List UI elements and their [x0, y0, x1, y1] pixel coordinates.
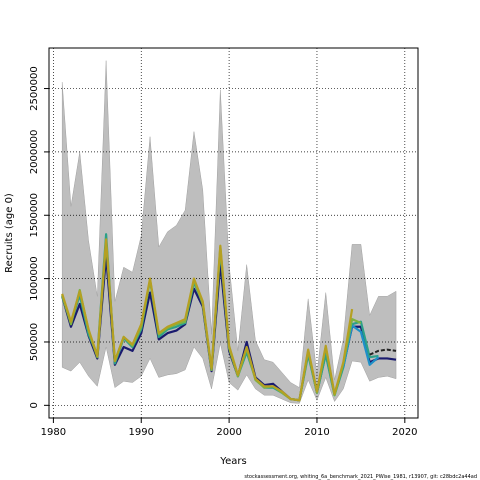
y-tick-label: 0: [29, 402, 40, 408]
y-axis: 0 500000 1000000 1500000 2000000 2500000: [29, 66, 49, 409]
footer-caption: stockassessment.org, whiting_6a_benchmar…: [244, 474, 477, 480]
x-tick-label: 2020: [392, 427, 417, 438]
series-line-4: [61, 238, 354, 402]
x-tick-label: 1980: [41, 427, 66, 438]
x-axis-title: Years: [219, 456, 246, 467]
y-tick-label: 2500000: [29, 66, 40, 111]
y-tick-label: 500000: [29, 323, 40, 361]
y-tick-label: 2000000: [29, 130, 40, 175]
x-tick-label: 1990: [129, 427, 154, 438]
y-axis-title: Recruits (age 0): [4, 193, 15, 273]
plot-frame: [48, 47, 419, 419]
y-tick-label: 1000000: [29, 256, 40, 301]
series-layer: [61, 233, 397, 402]
y-tick-label: 1500000: [29, 193, 40, 238]
x-tick-label: 2000: [216, 427, 241, 438]
series-line-5: [369, 348, 397, 356]
x-axis: 1980 1990 2000 2010 2020: [41, 418, 418, 438]
x-tick-label: 2010: [304, 427, 329, 438]
